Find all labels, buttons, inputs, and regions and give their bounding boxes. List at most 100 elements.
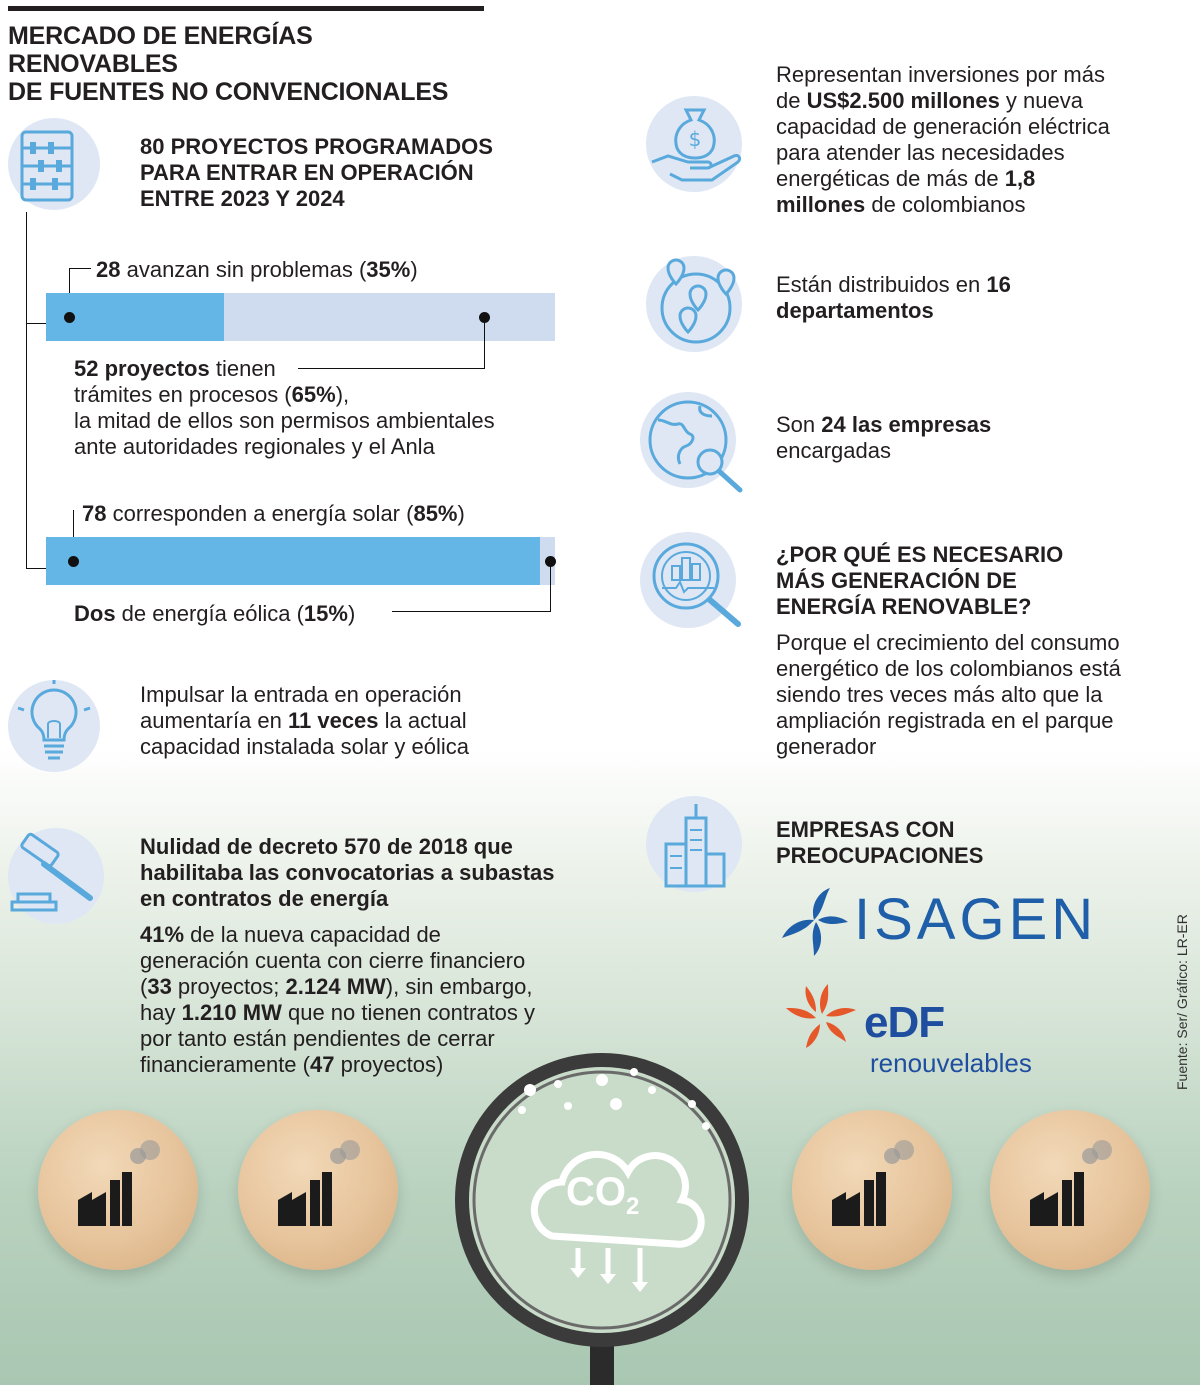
source-note: Fuente: Ser/ Gráfico: LR-ER — [1170, 900, 1196, 1100]
isagen-wordmark: ISAGEN — [854, 887, 1098, 952]
bar1-label-end: ) — [410, 257, 418, 282]
wood-disk-3 — [792, 1110, 952, 1270]
bulb-line-2a: aumentaría en — [140, 708, 288, 733]
departments-text: Están distribuidos en 16 departamentos — [776, 272, 1176, 324]
co2-subscript: 2 — [626, 1193, 640, 1220]
departments-l1a: Están distribuidos en — [776, 272, 987, 297]
investment-text: Representan inversiones por más de US$2.… — [776, 62, 1196, 218]
bar2-second-text: Dos de energía eólica (15%) — [74, 601, 355, 627]
decree-heading-2: habilitaba las convocatorias a subastas — [140, 860, 555, 885]
bar1-leader2-h — [298, 368, 485, 369]
globe-search-icon — [640, 392, 743, 493]
wood-disk-1 — [38, 1110, 198, 1270]
source-text: Fuente: Ser/ Gráfico: LR-ER — [1174, 914, 1190, 1090]
investment-l6c: de colombianos — [865, 192, 1026, 217]
bar2-leader-v — [73, 510, 74, 560]
why-body: Porque el crecimiento del consumo energé… — [776, 630, 1186, 760]
projects-heading-line-2: PARA ENTRAR EN OPERACIÓN — [140, 160, 474, 185]
factory-icon — [1030, 1140, 1112, 1226]
departments-l1b: 16 — [986, 272, 1011, 297]
factory-icon — [278, 1140, 360, 1226]
why-l1: Porque el crecimiento del consumo — [776, 630, 1120, 655]
bulb-text: Impulsar la entrada en operación aumenta… — [140, 682, 560, 760]
investment-l4: para atender las necesidades — [776, 140, 1065, 165]
title-line-2: DE FUENTES NO CONVENCIONALES — [8, 78, 449, 106]
isagen-mark-icon — [782, 888, 848, 956]
decree-l3a: ( — [140, 974, 148, 999]
bar1-second-line4: ante autoridades regionales y el Anla — [74, 434, 435, 459]
edf-logo: eDF renouvelables — [778, 978, 1048, 1082]
bar1-leader2-v — [484, 318, 485, 368]
why-l2: energético de los colombianos está — [776, 656, 1121, 681]
bar1-second-text: 52 proyectos tienen trámites en procesos… — [74, 356, 544, 460]
wood-disk-2 — [238, 1110, 398, 1270]
bar2-label-end: ) — [457, 501, 465, 526]
factory-icon — [78, 1140, 160, 1226]
why-heading-1: ¿POR QUÉ ES NECESARIO — [776, 542, 1064, 567]
companies-l2: encargadas — [776, 438, 891, 463]
bar1-track — [46, 293, 555, 341]
bar2-leader2-v — [550, 562, 551, 612]
edf-wordmark: eDF — [864, 998, 945, 1047]
edf-renouvelables-text: renouvelables — [870, 1048, 1032, 1078]
decree-l6c: proyectos) — [334, 1052, 444, 1077]
concerns-heading-2: PREOCUPACIONES — [776, 843, 984, 868]
bar1-second-pct: 65% — [291, 382, 336, 407]
bar1-label: 28 avanzan sin problemas (35%) — [96, 257, 418, 283]
projects-heading-line-3: ENTRE 2023 Y 2024 — [140, 186, 345, 211]
svg-text:$: $ — [689, 127, 702, 151]
bulb-line-2c: la actual — [378, 708, 467, 733]
bar2-pct: 85% — [413, 501, 458, 526]
decree-l6a: financieramente ( — [140, 1052, 310, 1077]
bar2-second-bold: Dos — [74, 601, 116, 626]
investment-l2b: US$2.500 millones — [806, 88, 1000, 113]
page-title: MERCADO DE ENERGÍAS RENOVABLES DE FUENTE… — [8, 22, 488, 106]
bar1-label-text: avanzan sin problemas ( — [120, 257, 367, 282]
investment-l1: Representan inversiones por más — [776, 62, 1105, 87]
bracket-vertical — [26, 212, 27, 568]
projects-heading-line-1: 80 PROYECTOS PROGRAMADOS — [140, 134, 493, 159]
bar1-dot-right — [479, 312, 490, 323]
bar2-second-pct: 15% — [303, 601, 348, 626]
why-heading: ¿POR QUÉ ES NECESARIO MÁS GENERACIÓN DE … — [776, 542, 1176, 620]
magnifier-co2: CO2 — [452, 1050, 752, 1385]
factory-icon — [832, 1140, 914, 1226]
bar1-dot-left — [64, 312, 75, 323]
investment-l2a: de — [776, 88, 807, 113]
bar1-second-line2a: trámites en procesos ( — [74, 382, 292, 407]
decree-pct: 41% — [140, 922, 185, 947]
wood-disk-4 — [990, 1110, 1150, 1270]
departments-l2b: departamentos — [776, 298, 934, 323]
bar1-leader-h — [69, 268, 91, 269]
bar2-label: 78 corresponden a energía solar (85%) — [82, 501, 465, 527]
bar1-second-bold: 52 proyectos — [74, 356, 210, 381]
isagen-logo: ISAGEN — [778, 886, 1093, 956]
why-l3: siendo tres veces más alto que la — [776, 682, 1103, 707]
money-bag-hand-icon: $ — [646, 96, 742, 192]
decree-l5: por tanto están pendientes de cerrar — [140, 1026, 495, 1051]
decree-l4a: hay — [140, 1000, 182, 1025]
why-heading-2: MÁS GENERACIÓN DE — [776, 568, 1017, 593]
co2-label: CO2 — [566, 1170, 639, 1221]
bar2-second-text-span: de energía eólica ( — [115, 601, 304, 626]
why-l5: generador — [776, 734, 877, 759]
bar2-count: 78 — [82, 501, 107, 526]
decree-heading-1: Nulidad de decreto 570 de 2018 que — [140, 834, 513, 859]
abacus-icon — [8, 118, 100, 210]
decree-l4b: 1.210 MW — [181, 1000, 282, 1025]
bar2-leader2-h — [392, 611, 551, 612]
investment-l5a: energéticas de más de — [776, 166, 1005, 191]
decree-l3b1: 33 — [147, 974, 172, 999]
bulb-line-2b: 11 veces — [287, 708, 379, 733]
bar1-leader-v — [69, 268, 70, 316]
title-line-1: MERCADO DE ENERGÍAS RENOVABLES — [8, 22, 313, 78]
decree-l4c: que no tienen contratos y — [281, 1000, 536, 1025]
bulb-line-3: capacidad instalada solar y eólica — [140, 734, 469, 759]
decree-l6b: 47 — [309, 1052, 335, 1077]
decree-l3d: ), sin embargo, — [385, 974, 533, 999]
why-heading-3: ENERGÍA RENOVABLE? — [776, 594, 1032, 619]
bar2-label-text: corresponden a energía solar ( — [106, 501, 414, 526]
companies-l1a: Son — [776, 412, 822, 437]
concerns-heading: EMPRESAS CON PREOCUPACIONES — [776, 817, 1176, 869]
co2-text: CO — [566, 1170, 626, 1214]
